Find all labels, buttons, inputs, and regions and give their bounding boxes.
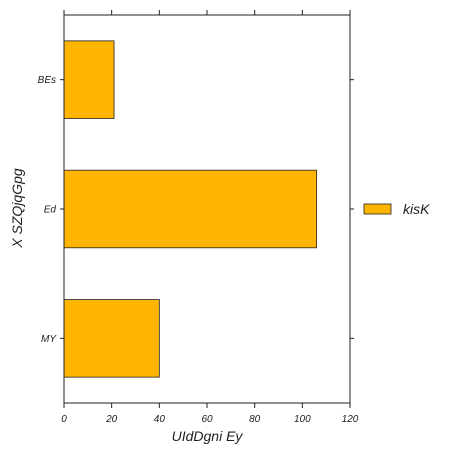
x-tick-label: 120: [342, 414, 359, 425]
y-axis-title: X SZQjqGpg: [9, 168, 25, 249]
x-tick-label: 100: [294, 414, 311, 425]
bar-my: [63, 299, 160, 378]
x-tick-label: 20: [105, 414, 118, 425]
x-tick-label: 60: [201, 414, 213, 425]
y-tick-label: Ed: [44, 205, 57, 216]
legend-swatch: [363, 203, 392, 215]
bar-ed: [63, 169, 318, 249]
legend: kisK: [363, 201, 430, 217]
x-axis-title: UIdDgni Ey: [172, 428, 244, 444]
y-tick-label: BEs: [38, 75, 56, 86]
legend-label: kisK: [403, 201, 430, 217]
bar-bes: [63, 40, 115, 119]
x-tick-label: 0: [61, 414, 67, 425]
x-tick-label: 40: [154, 414, 166, 425]
x-tick-label: 80: [249, 414, 261, 425]
y-tick-label: MY: [41, 334, 57, 345]
